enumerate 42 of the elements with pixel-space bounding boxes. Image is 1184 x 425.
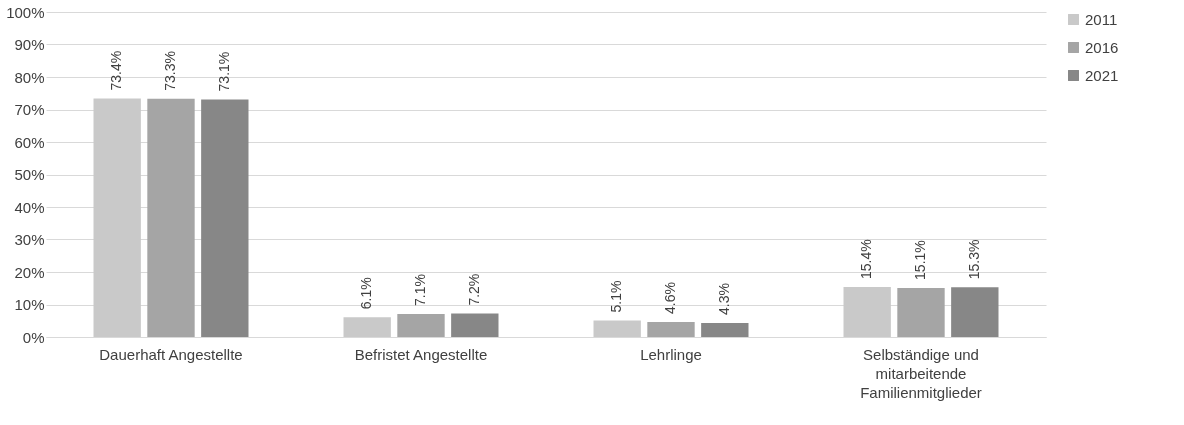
y-tick-label: 70%: [14, 101, 45, 118]
bar: [451, 313, 499, 337]
y-tick-label: 40%: [14, 198, 45, 216]
y-tick-label: 30%: [14, 231, 45, 248]
data-label: 15.1%: [912, 240, 928, 280]
y-tick-label: 90%: [14, 36, 45, 53]
y-tick-label: 80%: [14, 68, 45, 86]
data-label: 7.2%: [465, 273, 482, 306]
y-tick-label: 100%: [6, 3, 45, 21]
bar: [397, 313, 445, 337]
data-label: 4.6%: [662, 282, 678, 315]
data-label: 4.3%: [715, 283, 732, 316]
bar: [701, 323, 749, 337]
x-tick-label: Dauerhaft Angestellte: [99, 345, 243, 363]
legend-label: 2011: [1085, 10, 1118, 28]
bar: [593, 320, 641, 337]
data-label: 7.1%: [412, 274, 428, 306]
data-label: 73.4%: [108, 50, 125, 91]
bar: [147, 98, 195, 337]
bar: [951, 287, 999, 337]
data-label: 5.1%: [608, 280, 625, 313]
x-tick-label: Lehrlinge: [640, 345, 702, 363]
bar: [201, 99, 249, 337]
data-label: 15.3%: [965, 239, 982, 280]
data-label: 73.3%: [162, 51, 178, 91]
bar: [343, 317, 391, 337]
bar: [897, 287, 945, 337]
legend-label: 2016: [1085, 38, 1119, 56]
y-tick-label: 10%: [14, 296, 45, 313]
x-tick-label: Selbständige und mitarbeitende Familienmitglieder: [860, 345, 982, 401]
y-tick-label: 50%: [14, 166, 45, 183]
bar: [647, 322, 695, 337]
data-label: 73.1%: [215, 51, 232, 92]
x-tick-label: Befristet Angestellte: [354, 345, 488, 363]
y-tick-label: 60%: [14, 133, 45, 151]
legend-label: 2021: [1085, 66, 1119, 84]
y-tick-label: 0%: [22, 328, 45, 346]
data-label: 6.1%: [358, 277, 375, 310]
bar: [843, 286, 891, 337]
data-label: 15.4%: [858, 239, 875, 279]
y-tick-label: 20%: [14, 263, 45, 281]
bar: [93, 98, 141, 337]
